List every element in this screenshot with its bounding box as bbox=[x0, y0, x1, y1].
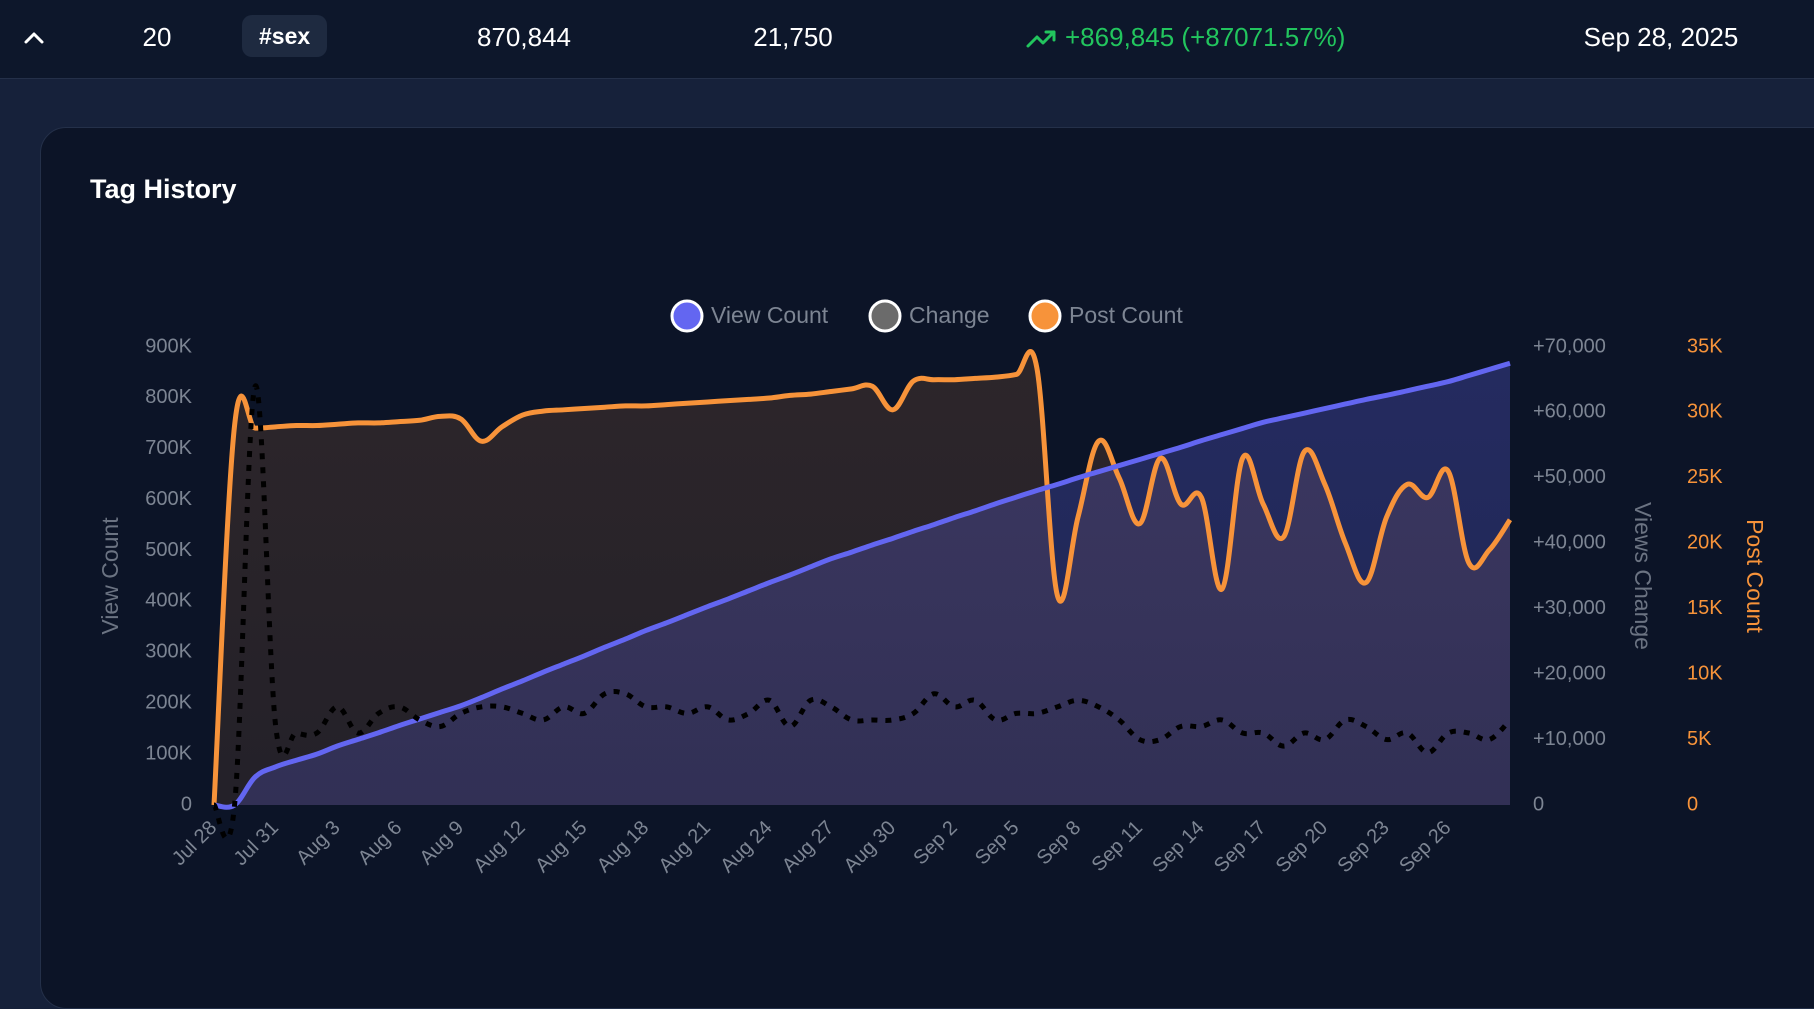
y2-tick-label: +30,000 bbox=[1533, 597, 1606, 619]
x-tick-label: Jul 31 bbox=[230, 817, 283, 870]
y-tick-label: 0 bbox=[181, 793, 192, 815]
change: +869,845 (+87071.57%) bbox=[1065, 22, 1346, 52]
x-tick-label: Aug 6 bbox=[354, 817, 407, 870]
y2-tick-label: +20,000 bbox=[1533, 662, 1606, 684]
post-count: 21,750 bbox=[753, 22, 833, 52]
y-tick-label: 500K bbox=[145, 539, 192, 561]
chart: Tag History 0 100K 200K 300K 400K 500K 600K 700… bbox=[90, 174, 1768, 877]
legend-marker bbox=[670, 299, 704, 333]
series-line bbox=[211, 348, 1513, 806]
y3-tick-label: 10K bbox=[1687, 662, 1723, 684]
x-tick-label: Sep 20 bbox=[1272, 817, 1332, 877]
x-tick-label: Sep 11 bbox=[1088, 817, 1147, 876]
y2-tick-label: +10,000 bbox=[1533, 728, 1606, 750]
x-tick-label: Aug 21 bbox=[655, 817, 715, 877]
y-tick-label: 900K bbox=[145, 335, 192, 357]
y3-tick-label: 5K bbox=[1687, 728, 1712, 750]
x-tick-label: Aug 15 bbox=[531, 817, 591, 877]
y3-axis-title: Post Count bbox=[1742, 519, 1768, 633]
series-area bbox=[214, 363, 1510, 808]
rank: 20 bbox=[142, 22, 172, 52]
y3-tick-label: 25K bbox=[1687, 466, 1723, 488]
legend-marker bbox=[868, 299, 902, 333]
y-tick-label: 200K bbox=[145, 692, 192, 714]
y3-tick-label: 35K bbox=[1687, 335, 1723, 357]
series-line bbox=[213, 360, 1511, 810]
x-tick-label: Sep 8 bbox=[1033, 817, 1086, 870]
x-tick-label: Sep 14 bbox=[1148, 817, 1208, 877]
x-tick-label: Sep 17 bbox=[1210, 817, 1270, 877]
x-tick-label: Sep 26 bbox=[1395, 817, 1455, 877]
y2-tick-label: +40,000 bbox=[1533, 532, 1606, 554]
x-tick-label: Aug 18 bbox=[593, 817, 653, 877]
y2-tick-label: +70,000 bbox=[1533, 335, 1606, 357]
y3-tick-label: 30K bbox=[1687, 401, 1723, 423]
y-tick-label: 400K bbox=[145, 590, 192, 612]
x-tick-label: Jul 28 bbox=[168, 817, 221, 870]
y3-tick-label: 20K bbox=[1687, 532, 1723, 554]
table-row: 20 #sex 870,844 21,750 +869,845 (+87071.… bbox=[0, 0, 1814, 79]
x-tick-label: Aug 3 bbox=[292, 817, 345, 870]
x-tick-label: Sep 23 bbox=[1333, 817, 1393, 877]
legend-label: Post Count bbox=[1069, 302, 1183, 328]
y-tick-label: 100K bbox=[145, 742, 192, 764]
y-tick-label: 300K bbox=[145, 641, 192, 663]
chart-title: Tag History bbox=[90, 174, 237, 204]
y-tick-label: 600K bbox=[145, 488, 192, 510]
series-line bbox=[211, 383, 1512, 841]
y2-tick-label: +50,000 bbox=[1533, 466, 1606, 488]
x-tick-label: Aug 30 bbox=[840, 817, 900, 877]
y2-tick-label: +60,000 bbox=[1533, 401, 1606, 423]
y3-tick-label: 15K bbox=[1687, 597, 1723, 619]
legend-label: Change bbox=[909, 302, 990, 328]
trend-icon bbox=[1026, 30, 1056, 48]
y3-tick-label: 0 bbox=[1687, 793, 1698, 815]
y2-axis-title: Views Change bbox=[1630, 502, 1656, 650]
view-count: 870,844 bbox=[477, 22, 571, 52]
x-tick-label: Aug 12 bbox=[469, 817, 529, 877]
y2-tick-label: 0 bbox=[1533, 793, 1544, 815]
legend-marker bbox=[1028, 299, 1062, 333]
x-tick-label: Aug 9 bbox=[416, 817, 469, 870]
y-axis-title: View Count bbox=[97, 517, 123, 635]
date: Sep 28, 2025 bbox=[1583, 22, 1739, 52]
x-tick-label: Aug 24 bbox=[716, 817, 776, 877]
y-tick-label: 800K bbox=[145, 386, 192, 408]
x-tick-label: Sep 2 bbox=[909, 817, 962, 870]
collapse-icon[interactable] bbox=[20, 24, 48, 52]
tag-pill[interactable]: #sex bbox=[242, 15, 328, 57]
y-tick-label: 700K bbox=[145, 437, 192, 459]
x-tick-label: Aug 27 bbox=[778, 817, 838, 877]
legend-label: View Count bbox=[711, 302, 829, 328]
x-tick-label: Sep 5 bbox=[971, 817, 1024, 870]
